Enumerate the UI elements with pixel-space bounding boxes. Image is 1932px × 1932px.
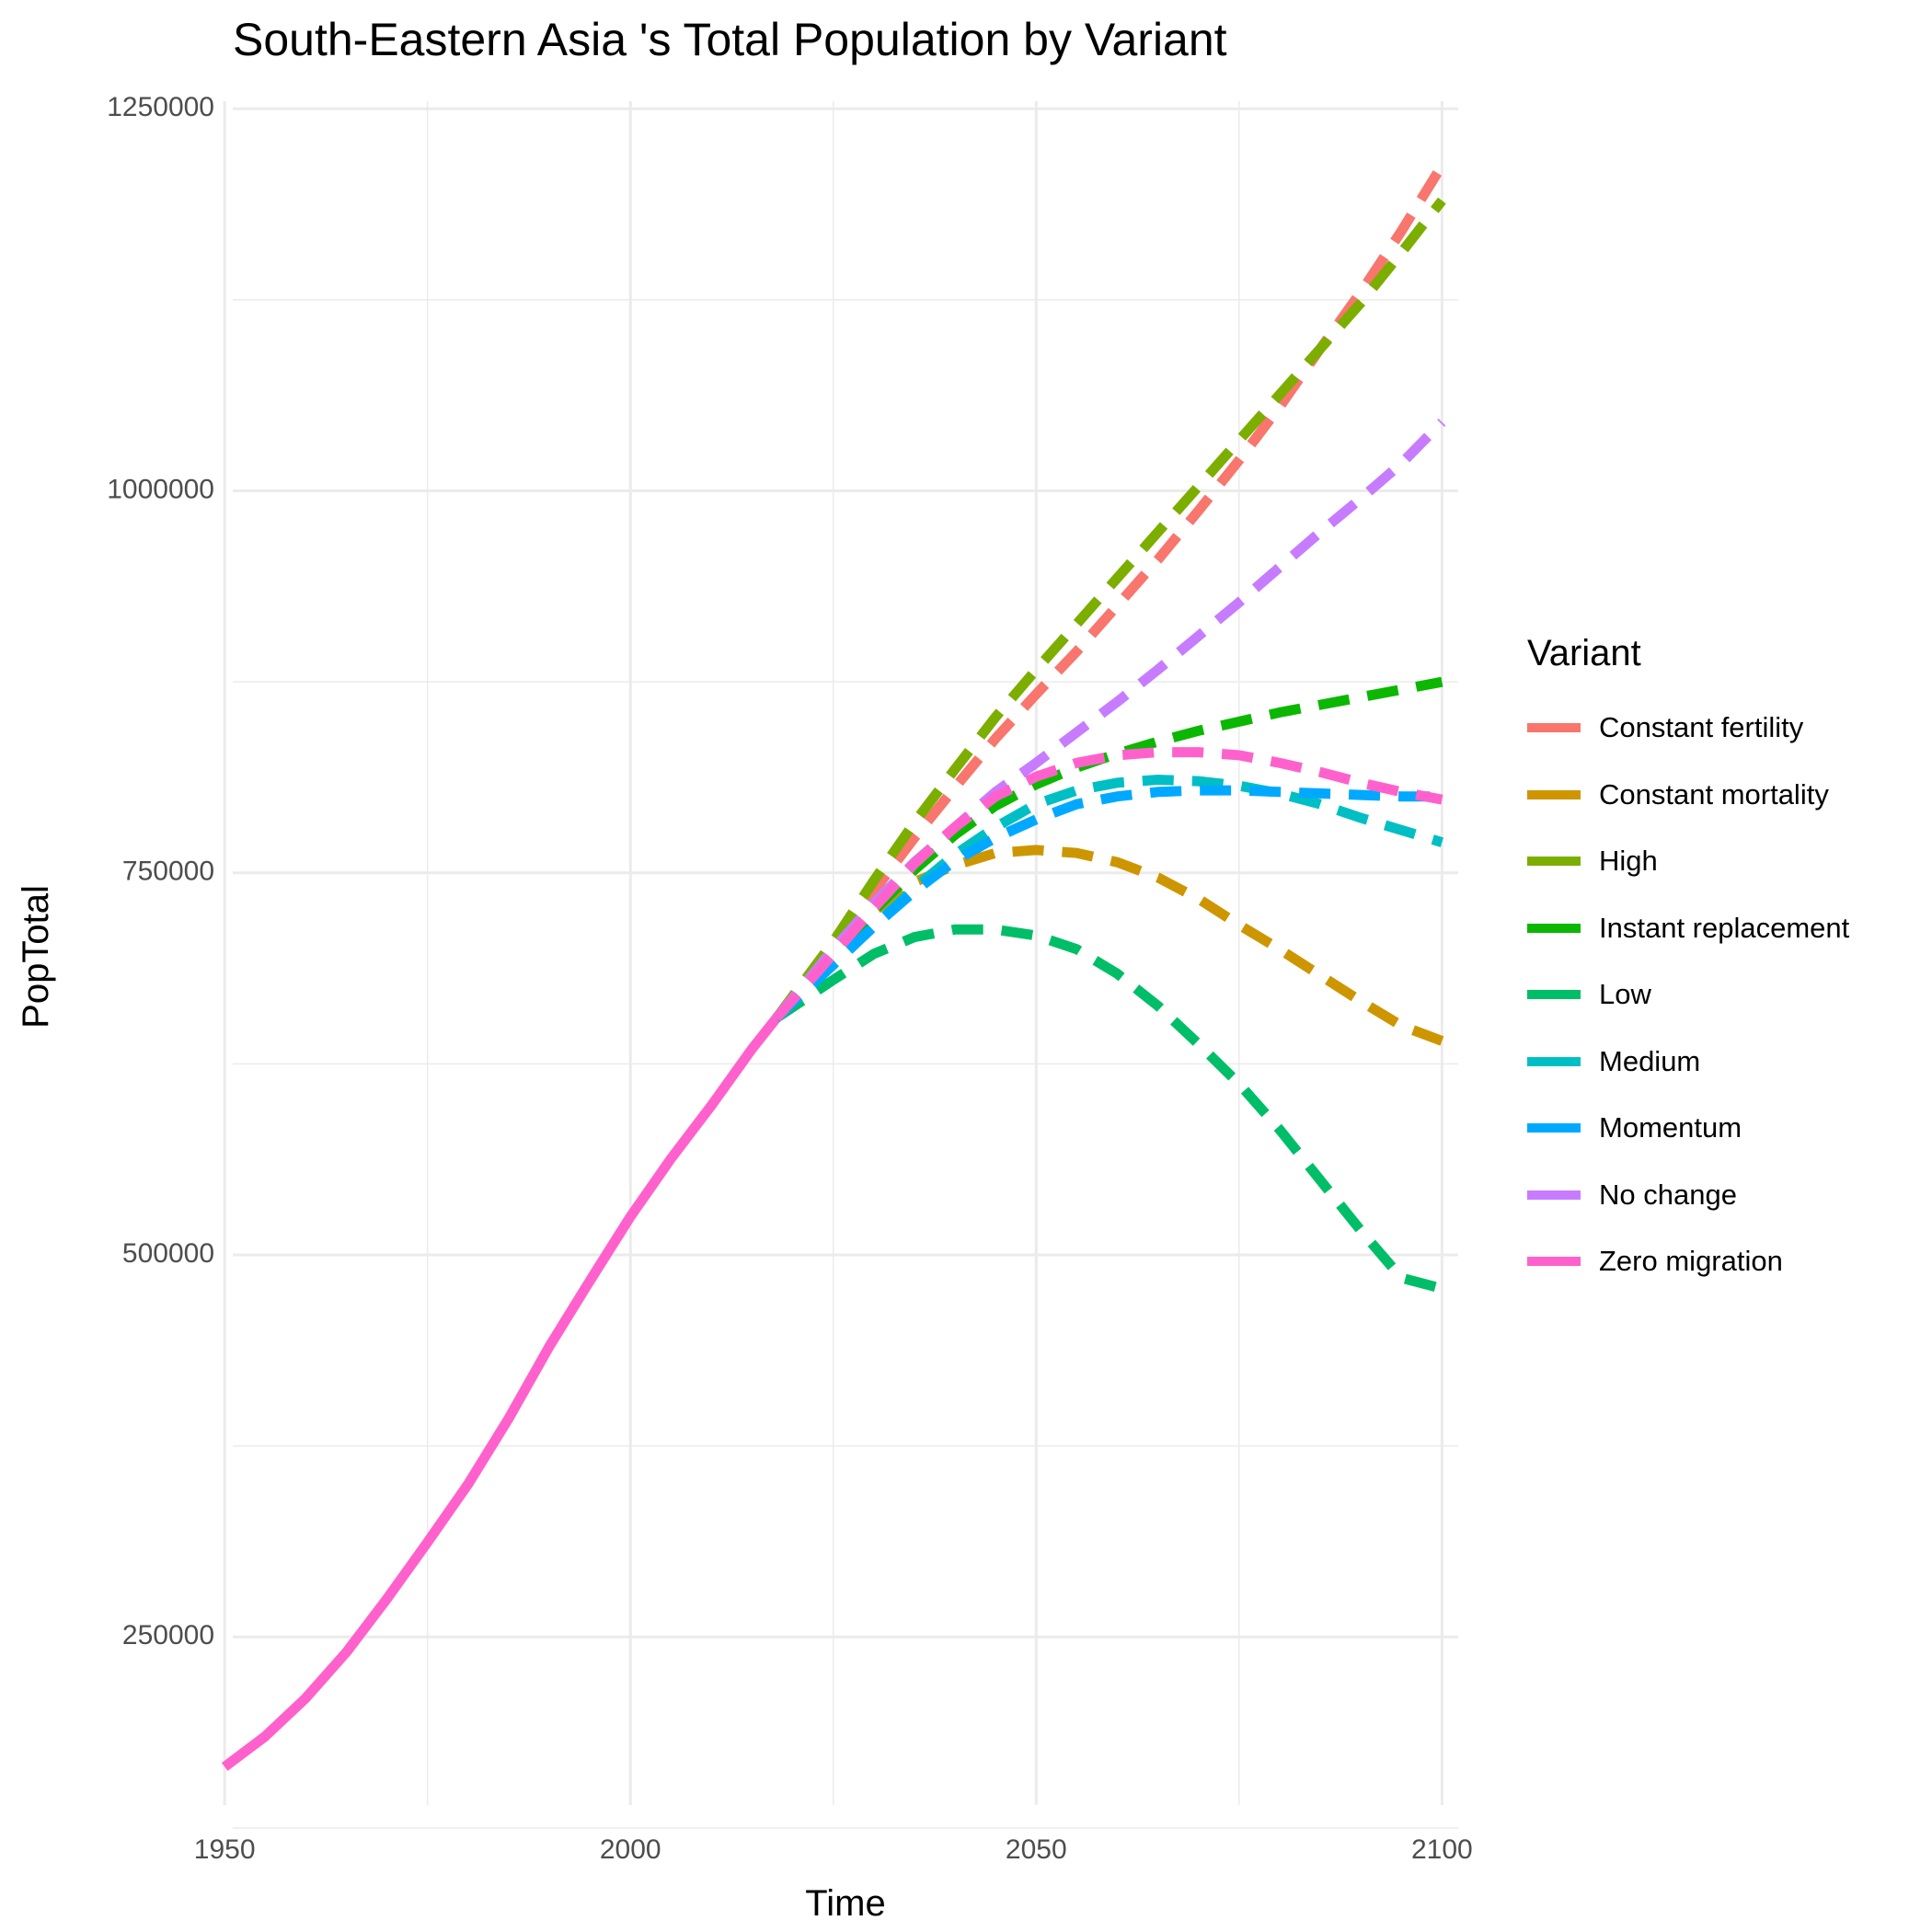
series-line-historical [221, 1015, 781, 1771]
series-line-instant-replacement [772, 676, 1443, 1022]
series-line-low [773, 924, 1443, 1294]
y-tick-label: 500000 [122, 1238, 214, 1269]
legend-label-zero-migration: Zero migration [1599, 1245, 1783, 1278]
legend-label-low: Low [1599, 978, 1651, 1011]
legend-title: Variant [1527, 633, 1641, 673]
y-tick-label: 1000000 [107, 474, 214, 504]
x-tick-label: 2100 [1411, 1834, 1473, 1865]
x-tick-label: 2000 [600, 1834, 661, 1865]
x-axis-ticks: 1950 2000 2050 2100 [194, 1834, 1473, 1865]
legend-item-medium: Medium [1527, 1029, 1849, 1096]
y-tick-label: 250000 [122, 1620, 214, 1650]
legend-item-constant-fertility: Constant fertility [1527, 695, 1849, 762]
x-axis-title: Time [805, 1883, 885, 1924]
y-axis-title: PopTotal [16, 885, 56, 1029]
series-line-constant-mortality [772, 845, 1444, 1046]
y-tick-label: 750000 [122, 857, 214, 887]
legend-label-constant-fertility: Constant fertility [1599, 711, 1804, 744]
legend-label-momentum: Momentum [1599, 1111, 1742, 1144]
x-tick-label: 1950 [194, 1834, 256, 1865]
legend-key-high [1527, 857, 1581, 867]
series-line-momentum [773, 785, 1443, 1022]
legend-key-no-change [1527, 1190, 1581, 1200]
legend-key-low [1527, 990, 1581, 1000]
legend-item-low: Low [1527, 961, 1849, 1029]
series-line-no-change [772, 418, 1446, 1022]
historical-line [221, 1015, 781, 1771]
x-tick-label: 2050 [1006, 1834, 1067, 1865]
y-axis-ticks: 250000 500000 750000 1000000 1250000 [107, 92, 214, 1650]
legend-item-high: High [1527, 828, 1849, 895]
legend-key-constant-fertility [1527, 723, 1581, 733]
legend-label-medium: Medium [1599, 1044, 1701, 1077]
legend-key-momentum [1527, 1123, 1581, 1133]
legend-item-constant-mortality: Constant mortality [1527, 762, 1849, 829]
series-lines [772, 162, 1447, 1294]
grid [223, 101, 1458, 1829]
legend-item-no-change: No change [1527, 1162, 1849, 1229]
legend-label-no-change: No change [1599, 1178, 1737, 1211]
legend-item-zero-migration: Zero migration [1527, 1228, 1849, 1295]
legend-key-constant-mortality [1527, 789, 1581, 799]
legend: Variant Constant fertility Constant morta… [1527, 633, 1849, 1295]
legend-key-instant-replacement [1527, 923, 1581, 933]
legend-label-high: High [1599, 845, 1658, 878]
series-line-constant-fertility [772, 162, 1447, 1022]
legend-label-instant-replacement: Instant replacement [1599, 911, 1850, 944]
legend-key-medium [1527, 1056, 1581, 1066]
legend-key-zero-migration [1527, 1257, 1581, 1267]
legend-item-momentum: Momentum [1527, 1095, 1849, 1162]
legend-item-instant-replacement: Instant replacement [1527, 895, 1849, 962]
chart-title: South-Eastern Asia 's Total Population b… [233, 14, 1227, 65]
y-tick-label: 1250000 [107, 92, 214, 122]
series-line-zero-migration [772, 747, 1443, 1022]
legend-label-constant-mortality: Constant mortality [1599, 777, 1829, 811]
legend-items: Constant fertility Constant mortality High… [1527, 695, 1849, 1295]
series-line-high [772, 197, 1446, 1021]
